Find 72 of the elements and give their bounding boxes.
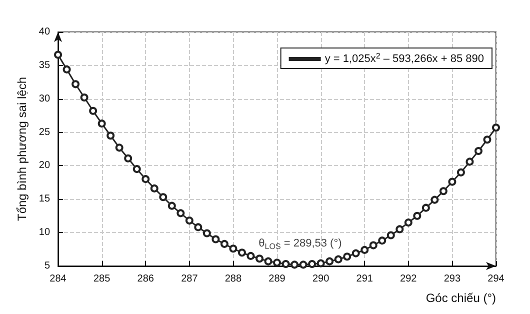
point bbox=[115, 144, 124, 152]
point bbox=[54, 50, 62, 59]
point bbox=[290, 260, 299, 269]
point bbox=[483, 136, 492, 144]
point bbox=[466, 158, 474, 166]
point bbox=[89, 106, 98, 115]
x-axis-title: Góc chiếu (°) bbox=[426, 291, 496, 305]
point bbox=[474, 147, 482, 156]
point bbox=[456, 168, 465, 176]
point bbox=[185, 216, 194, 225]
point bbox=[238, 248, 246, 257]
point bbox=[360, 246, 369, 254]
point bbox=[386, 231, 395, 240]
point bbox=[299, 260, 308, 269]
point bbox=[430, 196, 439, 204]
x-tick-label: 289 bbox=[268, 274, 286, 284]
x-tick-label: 291 bbox=[356, 274, 374, 284]
y-axis-title: Tổng bình phương sai lệch bbox=[15, 77, 29, 221]
y-tick-label: 20 bbox=[38, 160, 50, 172]
point bbox=[413, 212, 422, 220]
point bbox=[150, 184, 158, 192]
point bbox=[220, 240, 228, 248]
y-tick-label: 10 bbox=[38, 227, 50, 238]
y-tick-label: 40 bbox=[38, 26, 50, 38]
y-tick-label: 25 bbox=[38, 126, 50, 138]
x-tick-label: 287 bbox=[181, 274, 198, 284]
point bbox=[326, 257, 334, 266]
point bbox=[229, 244, 238, 253]
point bbox=[256, 254, 264, 263]
point bbox=[176, 209, 185, 218]
point bbox=[282, 260, 290, 268]
point bbox=[212, 235, 220, 244]
x-tick-label: 285 bbox=[93, 274, 111, 284]
point bbox=[159, 193, 168, 202]
point bbox=[72, 80, 80, 88]
point bbox=[404, 218, 412, 227]
x-tick-label: 286 bbox=[137, 274, 154, 284]
point bbox=[316, 259, 325, 268]
point bbox=[124, 154, 132, 162]
point bbox=[378, 236, 386, 245]
point bbox=[334, 255, 342, 264]
x-tick-label: 288 bbox=[224, 274, 242, 284]
point bbox=[132, 165, 141, 174]
y-tick-label: 15 bbox=[38, 194, 50, 205]
point bbox=[80, 94, 88, 102]
x-tick-label: 293 bbox=[444, 274, 461, 284]
point bbox=[396, 225, 404, 234]
y-tick-label: 30 bbox=[38, 93, 50, 104]
point bbox=[422, 204, 430, 212]
point bbox=[308, 260, 316, 268]
x-tick-label: 294 bbox=[488, 274, 505, 284]
point bbox=[352, 249, 360, 258]
point bbox=[202, 229, 211, 238]
point bbox=[264, 257, 272, 266]
x-tick-label: 290 bbox=[312, 274, 330, 284]
point bbox=[343, 252, 352, 261]
point bbox=[273, 258, 282, 267]
point bbox=[448, 178, 456, 186]
point bbox=[246, 252, 255, 260]
point bbox=[194, 223, 202, 232]
point bbox=[98, 120, 106, 128]
y-tick-label: 5 bbox=[44, 260, 50, 272]
point bbox=[439, 187, 448, 196]
x-tick-label: 292 bbox=[400, 274, 418, 284]
point bbox=[106, 132, 115, 140]
point bbox=[142, 175, 150, 184]
point bbox=[168, 202, 176, 210]
point bbox=[369, 241, 378, 250]
x-tick-label: 284 bbox=[50, 274, 67, 284]
y-tick-label: 35 bbox=[38, 60, 50, 71]
point bbox=[492, 124, 500, 132]
point bbox=[62, 65, 71, 74]
